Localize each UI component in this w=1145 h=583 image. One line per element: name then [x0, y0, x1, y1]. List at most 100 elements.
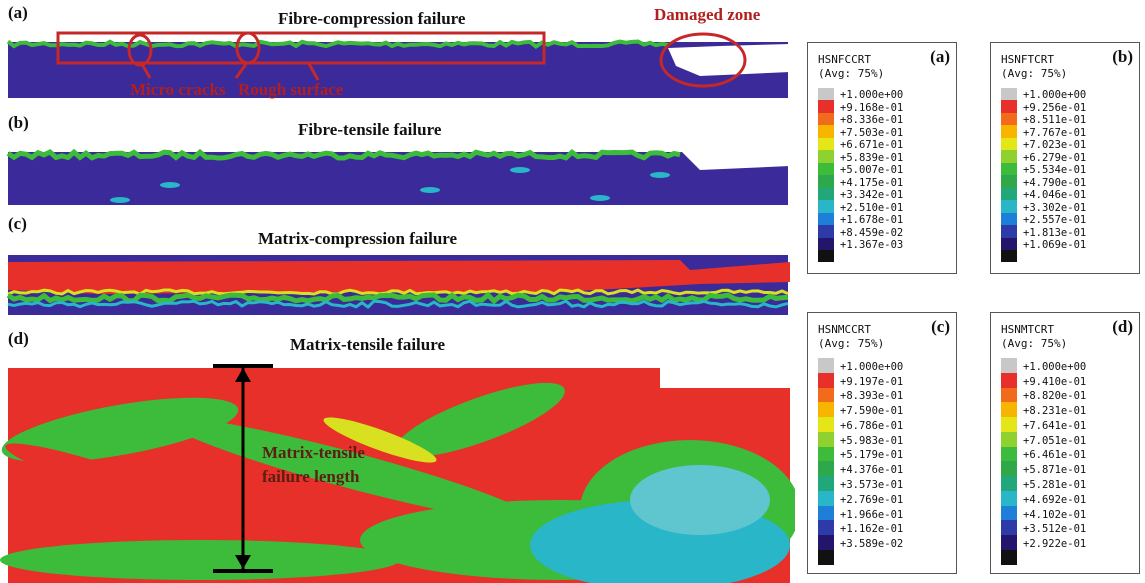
color-swatch: [818, 387, 834, 403]
arrow: [140, 63, 152, 79]
legend-value: +4.175e-01: [840, 176, 904, 189]
variable-name: HSNMTCRT: [1001, 323, 1054, 336]
panel-title: Matrix-tensile failure: [290, 335, 445, 354]
color-swatch: [818, 550, 834, 565]
legend-value: +9.168e-01: [840, 101, 904, 114]
spot: [160, 182, 180, 188]
color-swatch: [1001, 137, 1017, 151]
legend-value: +9.197e-01: [840, 375, 904, 388]
spot: [420, 187, 440, 193]
color-swatch: [1001, 212, 1017, 226]
legend-value: +5.839e-01: [840, 151, 904, 164]
annotation: Damaged zone: [654, 5, 761, 24]
legend-title: HSNFCCRT (Avg: 75%): [818, 53, 884, 81]
color-swatch: [818, 402, 834, 418]
legend-value: +3.589e-02: [840, 538, 904, 551]
color-swatch: [818, 358, 834, 373]
annotation: Rough surface: [238, 80, 344, 99]
legend-value: +8.459e-02: [840, 226, 904, 239]
legend-value: +8.820e-01: [1023, 390, 1087, 403]
legend-value: +1.813e-01: [1023, 226, 1087, 239]
legend-value: +1.162e-01: [840, 523, 904, 536]
strip: [8, 152, 788, 205]
color-swatch: [818, 520, 834, 536]
legend-title: HSNFTCRT (Avg: 75%): [1001, 53, 1067, 81]
legend-value: +1.000e+00: [1023, 360, 1087, 373]
variable-name: HSNFCCRT: [818, 53, 871, 66]
color-swatch: [818, 200, 834, 213]
legend-value: +4.790e-01: [1023, 176, 1087, 189]
annotation: failure length: [262, 467, 360, 486]
band: [7, 299, 789, 309]
legend-value: +7.641e-01: [1023, 419, 1087, 432]
panel-title: Matrix-compression failure: [258, 229, 458, 248]
color-swatch: [1001, 490, 1017, 506]
color-swatch: [1001, 125, 1017, 138]
annotation: Micro cracks: [130, 80, 226, 99]
red-zone: [8, 260, 790, 294]
panel-label: (d): [8, 329, 29, 348]
color-swatch: [818, 490, 834, 506]
averaging: (Avg: 75%): [1001, 67, 1068, 80]
legend-value: +3.573e-01: [840, 479, 904, 491]
color-swatch: [818, 162, 834, 176]
color-swatch: [818, 372, 834, 388]
color-swatch: [1001, 372, 1017, 388]
spot: [510, 167, 530, 173]
averaging: (Avg: 75%): [818, 67, 885, 80]
legend-value: +1.069e-01: [1023, 239, 1087, 251]
cut: [660, 360, 790, 388]
yellow-zone: [323, 417, 437, 463]
legend-value: +7.051e-01: [1023, 434, 1087, 447]
color-swatch: [1001, 112, 1017, 126]
rough-surface: [6, 39, 669, 49]
green-zone: [166, 417, 534, 523]
averaging: (Avg: 75%): [1001, 337, 1068, 350]
legend-value: +1.367e-03: [840, 239, 904, 251]
color-swatch: [818, 237, 834, 250]
legend: HSNMTCRT (Avg: 75%) (d) +1.000e+00 +9.410e-0…: [990, 312, 1140, 574]
highlight: [235, 31, 261, 65]
color-swatch: [1001, 505, 1017, 521]
legend-value: +1.000e+00: [840, 89, 904, 102]
legend: HSNFCCRT (Avg: 75%) (a) +1.000e+00 +9.168e-0…: [807, 42, 957, 274]
legend-value: +7.503e-01: [840, 126, 904, 139]
color-swatch: [1001, 431, 1017, 447]
contour-plots: (a) Fibre-compression failure (b) Fibre-…: [0, 3, 795, 583]
legend-title: HSNMTCRT (Avg: 75%): [1001, 323, 1067, 351]
legend: HSNMCCRT (Avg: 75%) (c) +1.000e+00 +9.197e-0…: [807, 312, 957, 574]
variable-name: HSNFTCRT: [1001, 53, 1054, 66]
legend-value: +8.336e-01: [840, 114, 904, 127]
cyan-zone: [630, 465, 770, 535]
color-swatch: [818, 476, 834, 491]
highlight: [659, 32, 747, 88]
legend-value: +1.678e-01: [840, 214, 904, 227]
color-swatch: [818, 461, 834, 477]
color-swatch: [818, 250, 834, 263]
legend-label: (d): [1112, 317, 1133, 336]
color-swatch: [818, 88, 834, 101]
legend-value: +7.023e-01: [1023, 139, 1087, 152]
color-swatch: [818, 535, 834, 550]
color-swatch: [1001, 358, 1017, 373]
color-swatch: [818, 112, 834, 126]
strip: [8, 42, 788, 98]
legend-value: +2.510e-01: [840, 201, 904, 214]
legend-label: (b): [1112, 47, 1133, 66]
legend-value: +2.769e-01: [840, 493, 904, 506]
color-swatch: [1001, 187, 1017, 201]
arrow-head: [235, 368, 251, 382]
color-swatch: [818, 150, 834, 163]
green-zone: [0, 540, 400, 580]
color-swatch: [1001, 535, 1017, 550]
step: [680, 150, 790, 170]
legend-value: +7.767e-01: [1023, 126, 1087, 139]
arrow: [306, 61, 320, 81]
legend-label: (a): [930, 47, 950, 66]
legend-title: HSNMCCRT (Avg: 75%): [818, 323, 884, 351]
legend-value: +7.590e-01: [840, 405, 904, 418]
legend-value: +9.410e-01: [1023, 375, 1087, 388]
legend-value: +8.231e-01: [1023, 405, 1087, 418]
color-swatch: [1001, 150, 1017, 163]
